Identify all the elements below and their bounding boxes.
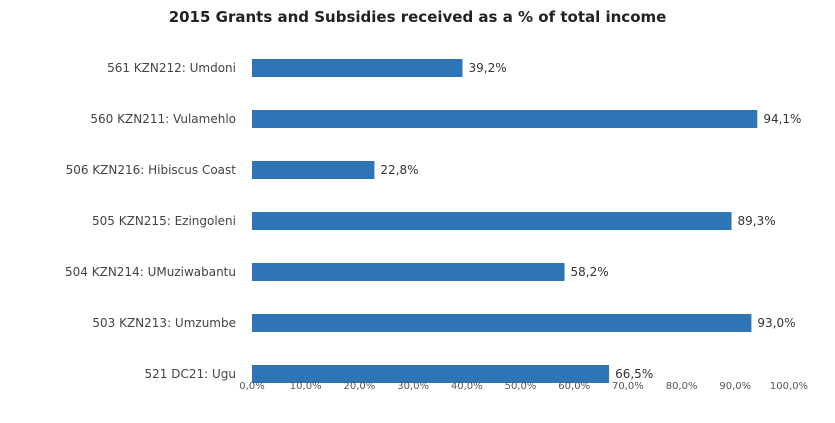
bar xyxy=(252,212,732,230)
x-tick-label: 60,0% xyxy=(558,381,590,392)
x-tick-label: 10,0% xyxy=(290,381,322,392)
bar xyxy=(252,110,758,128)
data-label: 93,0% xyxy=(757,316,795,330)
category-label: 521 DC21: Ugu xyxy=(145,367,236,381)
category-label: 506 KZN216: Hibiscus Coast xyxy=(66,163,237,177)
data-label: 58,2% xyxy=(571,265,609,279)
bar xyxy=(252,59,463,77)
x-tick-label: 40,0% xyxy=(451,381,483,392)
chart-title: 2015 Grants and Subsidies received as a … xyxy=(168,8,667,26)
category-label: 561 KZN212: Umdoni xyxy=(107,61,236,75)
x-tick-label: 80,0% xyxy=(666,381,698,392)
category-label: 560 KZN211: Vulamehlo xyxy=(90,112,236,126)
x-tick-label: 0,0% xyxy=(239,381,264,392)
x-tick-label: 30,0% xyxy=(397,381,429,392)
bar xyxy=(252,314,752,332)
data-label: 66,5% xyxy=(615,367,653,381)
category-label: 504 KZN214: UMuziwabantu xyxy=(65,265,236,279)
category-label: 503 KZN213: Umzumbe xyxy=(92,316,236,330)
x-tick-label: 20,0% xyxy=(344,381,376,392)
x-tick-label: 100,0% xyxy=(770,381,808,392)
data-label: 22,8% xyxy=(380,163,418,177)
data-label: 94,1% xyxy=(763,112,801,126)
x-tick-label: 50,0% xyxy=(505,381,537,392)
x-tick-label: 90,0% xyxy=(719,381,751,392)
data-label: 89,3% xyxy=(738,214,776,228)
bar xyxy=(252,263,565,281)
bar xyxy=(252,365,610,383)
x-tick-label: 70,0% xyxy=(612,381,644,392)
bar xyxy=(252,161,375,179)
category-label: 505 KZN215: Ezingoleni xyxy=(92,214,236,228)
data-label: 39,2% xyxy=(469,61,507,75)
